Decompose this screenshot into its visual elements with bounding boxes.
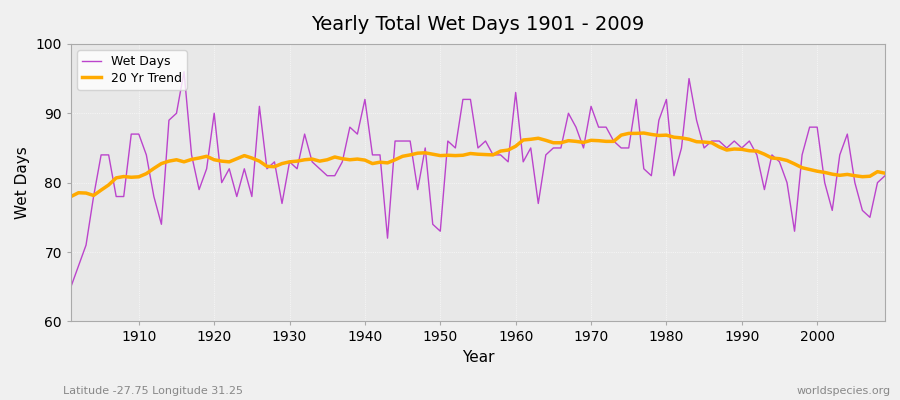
Wet Days — [879, 173, 890, 178]
20 Yr Trend — [337, 156, 347, 161]
20 Yr Trend — [879, 171, 890, 176]
20 Yr Trend — [292, 159, 302, 164]
Wet Days — [66, 284, 77, 289]
20 Yr Trend — [503, 148, 514, 152]
Line: Wet Days: Wet Days — [71, 72, 885, 287]
20 Yr Trend — [66, 194, 77, 199]
X-axis label: Year: Year — [462, 350, 494, 365]
20 Yr Trend — [510, 144, 521, 149]
Text: Latitude -27.75 Longitude 31.25: Latitude -27.75 Longitude 31.25 — [63, 386, 243, 396]
Wet Days — [518, 160, 528, 164]
20 Yr Trend — [126, 175, 137, 180]
Wet Days — [608, 139, 619, 144]
Line: 20 Yr Trend: 20 Yr Trend — [71, 133, 885, 196]
Wet Days — [178, 69, 189, 74]
Wet Days — [126, 132, 137, 136]
Y-axis label: Wet Days: Wet Days — [15, 146, 30, 219]
Title: Yearly Total Wet Days 1901 - 2009: Yearly Total Wet Days 1901 - 2009 — [311, 15, 644, 34]
Text: worldspecies.org: worldspecies.org — [796, 386, 891, 396]
Legend: Wet Days, 20 Yr Trend: Wet Days, 20 Yr Trend — [77, 50, 187, 90]
Wet Days — [510, 90, 521, 95]
Wet Days — [345, 125, 356, 130]
20 Yr Trend — [638, 131, 649, 136]
20 Yr Trend — [600, 139, 611, 144]
Wet Days — [299, 132, 310, 136]
